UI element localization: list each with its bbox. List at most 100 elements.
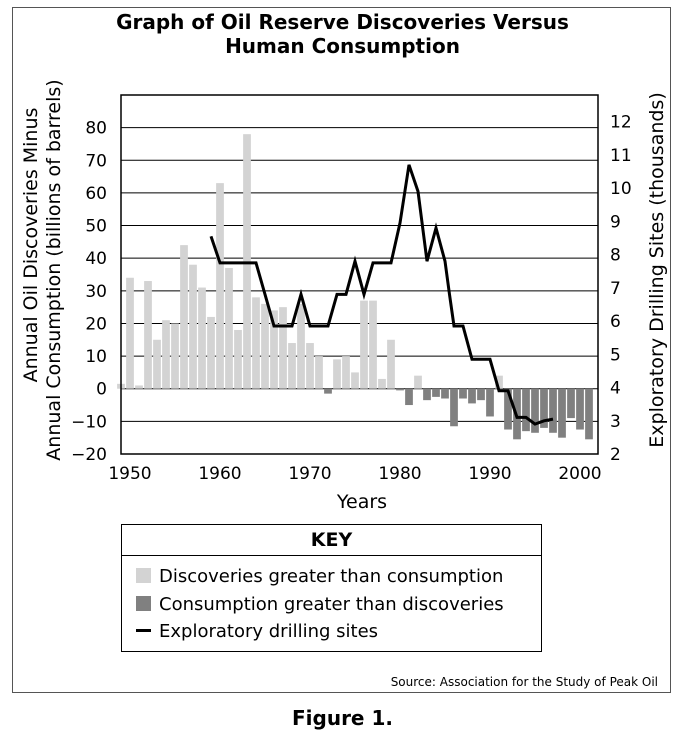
y-tick-label: 60: [85, 184, 107, 204]
legend-label: Exploratory drilling sites: [159, 621, 379, 642]
consumption-bar: [477, 388, 485, 401]
legend: KEY Discoveries greater than consumption…: [121, 524, 542, 652]
consumption-bar: [441, 388, 449, 399]
consumption-bar: [522, 388, 530, 432]
y-tick-label: 70: [85, 151, 107, 171]
discovery-bar: [414, 375, 422, 389]
left-axis-ticks: −20 −10 0 10 20 30 40 50 60 70 80: [71, 119, 107, 465]
y2-tick-label: 7: [610, 279, 621, 299]
y-tick-label: −20: [71, 445, 107, 465]
discovery-bar: [495, 375, 503, 389]
discovery-bar: [342, 356, 350, 389]
figure-caption: Figure 1.: [292, 706, 393, 730]
discovery-bar: [207, 316, 215, 389]
consumption-bar: [432, 388, 440, 397]
consumption-bar: [324, 388, 332, 394]
discovery-bar: [306, 343, 314, 389]
discovery-bar: [279, 307, 287, 389]
chart-title-line-2: Human Consumption: [225, 34, 460, 58]
y-axis-label-line-1: Annual Oil Discoveries Minus: [20, 108, 42, 383]
discovery-bar: [198, 287, 206, 389]
consumption-bar: [504, 388, 512, 430]
chart-title-line-1: Graph of Oil Reserve Discoveries Versus: [116, 10, 569, 34]
x-tick-label: 1950: [108, 464, 151, 484]
consumption-bar: [567, 388, 575, 419]
drilling-line-layer: [209, 164, 554, 426]
y2-axis-label: Exploratory Drilling Sites (thousands): [646, 92, 668, 447]
discovery-bar: [387, 339, 395, 389]
consumption-bar: [396, 388, 404, 391]
discovery-bar: [180, 245, 188, 389]
y2-tick-label: 3: [610, 412, 621, 432]
consumption-bar: [549, 388, 557, 433]
discovery-bar: [216, 183, 224, 389]
discovery-bar: [369, 300, 377, 389]
line-swatch-icon: [136, 629, 151, 632]
discovery-bar: [153, 339, 161, 389]
dark-gray-swatch-icon: [136, 596, 151, 611]
y2-tick-label: 8: [610, 246, 621, 266]
legend-title: KEY: [122, 525, 541, 556]
legend-item-discoveries: Discoveries greater than consumption: [136, 566, 503, 587]
consumption-bar: [468, 388, 476, 404]
discovery-bar: [162, 320, 170, 389]
y2-tick-label: 9: [610, 212, 621, 232]
light-gray-swatch-icon: [136, 568, 151, 583]
discovery-bar: [378, 378, 386, 389]
y2-tick-label: 4: [610, 379, 621, 399]
y2-tick-label: 12: [610, 113, 632, 133]
discovery-bar: [234, 329, 242, 389]
y2-tick-label: 11: [610, 146, 632, 166]
y2-tick-label: 6: [610, 312, 621, 332]
discovery-bar: [261, 303, 269, 389]
bars: [117, 134, 593, 440]
discovery-bar: [360, 300, 368, 389]
discovery-bar: [135, 385, 143, 389]
legend-item-consumption: Consumption greater than discoveries: [136, 594, 504, 615]
x-axis-label: Years: [336, 491, 387, 513]
y-tick-label: 10: [85, 347, 107, 367]
legend-label: Discoveries greater than consumption: [159, 566, 504, 587]
legend-item-drilling: Exploratory drilling sites: [136, 621, 378, 642]
x-tick-label: 1960: [198, 464, 241, 484]
consumption-bar: [459, 388, 467, 399]
discovery-bar: [288, 343, 296, 389]
discovery-bar: [270, 310, 278, 389]
consumption-bar: [486, 388, 494, 417]
y-tick-label: −10: [71, 412, 107, 432]
discovery-bar: [315, 356, 323, 389]
y2-tick-label: 10: [610, 179, 632, 199]
consumption-bar: [450, 388, 458, 427]
chart-title: Graph of Oil Reserve Discoveries Versus …: [0, 10, 685, 58]
x-tick-label: 1970: [288, 464, 331, 484]
y-tick-label: 0: [96, 380, 107, 400]
discovery-bar: [297, 303, 305, 389]
consumption-bar: [531, 388, 539, 433]
y-tick-label: 20: [85, 314, 107, 334]
source-note: Source: Association for the Study of Pea…: [390, 675, 658, 689]
discovery-bar: [351, 372, 359, 389]
consumption-bar: [540, 388, 548, 428]
discovery-bar: [333, 359, 341, 389]
y-tick-label: 30: [85, 282, 107, 302]
consumption-bar: [558, 388, 566, 438]
discovery-bar: [126, 277, 134, 389]
plot-area: [120, 94, 599, 455]
gridlines: [121, 127, 598, 422]
discovery-bar: [189, 264, 197, 389]
consumption-bar: [576, 388, 584, 430]
legend-label: Consumption greater than discoveries: [159, 594, 504, 615]
x-tick-label: 2000: [558, 464, 601, 484]
consumption-bar: [405, 388, 413, 406]
discovery-bar: [171, 323, 179, 389]
consumption-bar: [423, 388, 431, 401]
consumption-bar: [585, 388, 593, 440]
y2-tick-label: 5: [610, 345, 621, 365]
y-tick-label: 80: [85, 119, 107, 139]
discovery-bar: [252, 297, 260, 389]
x-tick-label: 1980: [378, 464, 421, 484]
y2-tick-label: 2: [610, 445, 621, 465]
y-axis-label-line-2: Annual Consumption (billions of barrels): [43, 79, 65, 460]
right-axis-ticks: 2 3 4 5 6 7 8 9 10 11 12: [610, 113, 632, 465]
discovery-bar: [225, 267, 233, 389]
